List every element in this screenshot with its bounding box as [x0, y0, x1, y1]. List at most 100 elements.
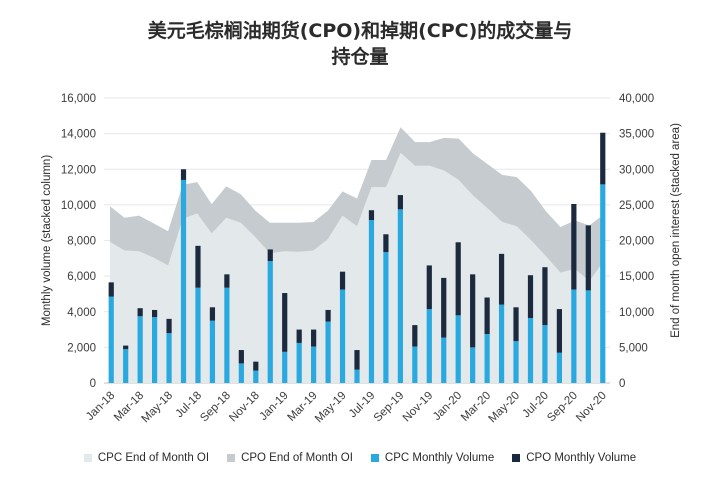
cpo-volume-bar [137, 308, 143, 317]
legend-swatch [512, 454, 521, 462]
cpo-volume-bar [426, 265, 432, 310]
cpc-volume-bar [412, 346, 418, 383]
y-axis-tick-label: 2,000 [67, 342, 96, 354]
chart-title-line-2: 持仓量 [331, 46, 389, 68]
cpo-volume-bar [325, 309, 331, 322]
x-axis-tick-label: Nov-19 [401, 390, 436, 425]
y2-axis-tick-label: 20,000 [619, 236, 654, 248]
x-axis-tick-label: May-18 [140, 390, 176, 426]
y2-axis-tick-label: 30,000 [619, 164, 654, 176]
chart-legend: CPC End of Month OI CPO End of Month OI CP… [0, 452, 720, 464]
cpo-volume-bar [152, 309, 158, 318]
legend-item: CPO Monthly Volume [512, 452, 636, 464]
legend-label: CPC Monthly Volume [384, 452, 495, 464]
x-axis-tick-label: May-20 [487, 390, 523, 426]
cpo-volume-bar [195, 245, 201, 288]
y-axis-tick-label: 4,000 [67, 307, 96, 319]
y2-axis-tick-label: 5,000 [619, 342, 648, 354]
cpc-volume-bar [238, 363, 244, 383]
y-axis-tick-label: 0 [90, 378, 96, 390]
y-axis-tick-label: 6,000 [67, 271, 96, 283]
y-axis-title: Monthly volume (stacked column) [41, 155, 53, 326]
legend-item: CPO End of Month OI [227, 452, 353, 464]
cpo-volume-bar [412, 325, 418, 347]
cpo-volume-bar [542, 267, 548, 326]
cpc-volume-bar [556, 352, 562, 383]
chart-title: 美元毛棕榈油期货(CPO)和掉期(CPC)的成交量与 持仓量 [0, 18, 720, 70]
x-axis-tick-label: Jan-19 [257, 390, 290, 423]
cpo-volume-bar [311, 329, 317, 347]
cpc-volume-bar [571, 289, 577, 383]
cpc-volume-bar [585, 290, 591, 383]
cpc-volume-bar [527, 317, 534, 383]
cpo-volume-bar [585, 225, 591, 291]
cpo-volume-bar [455, 242, 461, 316]
cpo-volume-bar [339, 271, 346, 290]
cpc-volume-bar [600, 184, 606, 383]
cpc-volume-bar [513, 341, 519, 383]
y2-axis-tick-label: 0 [619, 378, 625, 390]
cpc-volume-bar [123, 349, 129, 383]
x-axis-tick-label: May-19 [313, 390, 349, 426]
cpo-volume-bar [123, 345, 129, 350]
cpo-volume-bar [209, 307, 216, 321]
cpc-volume-bar [368, 220, 375, 383]
x-axis-tick-label: Nov-18 [227, 390, 262, 425]
cpo-volume-bar [296, 329, 302, 343]
y2-axis-tick-label: 10,000 [619, 307, 654, 319]
y-axis-tick-label: 8,000 [67, 236, 96, 248]
cpo-volume-bar [267, 249, 273, 261]
cpo-volume-bar [282, 293, 288, 352]
cpo-volume-bar [108, 282, 114, 297]
y2-axis-tick-label: 25,000 [619, 200, 654, 212]
y2-axis-tick-label: 15,000 [619, 271, 654, 283]
cpo-volume-bar [368, 210, 375, 221]
legend-label: CPO End of Month OI [241, 452, 353, 464]
cpc-volume-bar [455, 315, 461, 383]
y2-axis-tick-label: 35,000 [619, 129, 654, 141]
cpo-volume-bar [600, 132, 606, 185]
cpc-volume-bar [311, 346, 317, 383]
cpc-volume-bar [426, 309, 432, 383]
x-axis-tick-label: Jan-20 [431, 390, 464, 423]
cpc-volume-bar [325, 321, 331, 383]
cpc-volume-bar [195, 287, 201, 383]
cpc-volume-bar [542, 325, 548, 383]
legend-item: CPC Monthly Volume [370, 452, 495, 464]
cpc-volume-bar [470, 347, 476, 383]
y-axis-tick-label: 12,000 [61, 164, 96, 176]
cpc-volume-bar [354, 369, 360, 383]
cpc-volume-bar [209, 320, 216, 383]
x-axis-tick-label: Sep-20 [545, 390, 580, 425]
cpc-volume-bar [282, 351, 288, 383]
cpo-volume-bar [527, 275, 534, 318]
cpc-volume-bar [339, 289, 346, 383]
cpo-volume-bar [166, 318, 172, 334]
cpo-volume-bar [498, 253, 505, 305]
cpo-volume-bar [441, 277, 447, 338]
cpc-volume-bar [383, 252, 389, 383]
y-axis-tick-label: 10,000 [61, 200, 96, 212]
y-axis-tick-label: 16,000 [61, 93, 96, 105]
cpo-oi-area [110, 127, 604, 282]
cpo-volume-bar [383, 234, 389, 253]
cpo-volume-bar [354, 350, 360, 370]
cpo-volume-bar [556, 309, 562, 353]
cpo-volume-bar [180, 169, 187, 180]
cpo-volume-bar [224, 274, 230, 288]
cpc-volume-bar [267, 260, 273, 383]
chart-title-line-1: 美元毛棕榈油期货(CPO)和掉期(CPC)的成交量与 [147, 20, 573, 42]
cpc-volume-bar [137, 316, 143, 383]
legend-item: CPC End of Month OI [83, 452, 210, 464]
legend-label: CPO Monthly Volume [526, 452, 637, 464]
cpc-volume-bar [180, 179, 187, 383]
cpc-volume-bar [152, 317, 158, 383]
cpo-volume-bar [470, 274, 476, 348]
cpc-volume-bar [498, 304, 505, 383]
cpo-volume-bar [397, 195, 403, 210]
cpc-volume-bar [108, 296, 114, 383]
legend-label: CPC End of Month OI [97, 452, 210, 464]
cpc-volume-bar [441, 337, 447, 383]
y2-axis-title: End of month open interest (stacked area… [670, 123, 682, 338]
legend-swatch [83, 454, 92, 462]
